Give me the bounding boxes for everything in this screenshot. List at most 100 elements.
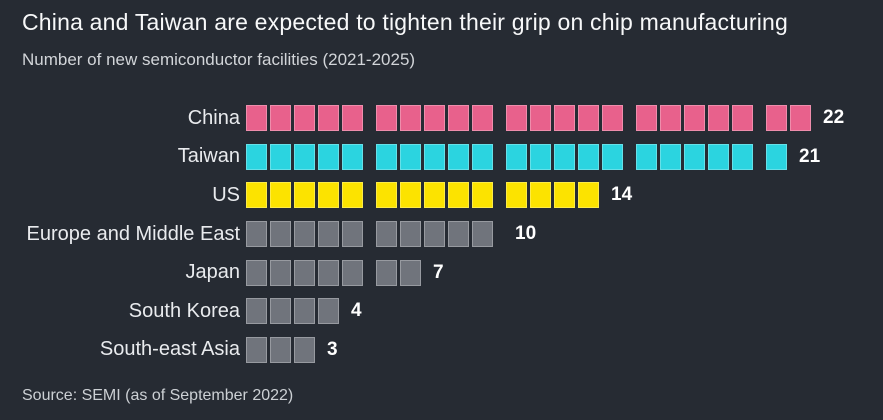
row-value: 21 [799,145,821,167]
unit-square [246,336,267,363]
unit-square [400,143,421,170]
unit-square [472,105,493,132]
unit-square [246,259,267,286]
unit-square [660,143,681,170]
unit-square [376,143,397,170]
unit-square [578,143,599,170]
unit-square [342,259,363,286]
unit-square [246,143,267,170]
unit-square [318,182,339,209]
unit-square [636,143,657,170]
unit-square [270,259,291,286]
unit-square [530,143,551,170]
unit-square [424,105,445,132]
unit-square [246,182,267,209]
unit-square [530,182,551,209]
unit-square [342,143,363,170]
unit-square [506,105,527,132]
unit-square [318,259,339,286]
row-label: Taiwan [177,145,240,168]
unit-square [554,143,575,170]
waffle-chart: China 22 Taiwan 21 US 14 Europe and Middle Eas… [22,99,883,369]
unit-square [376,221,397,248]
unit-square [578,182,599,209]
unit-square [318,143,339,170]
unit-square [766,143,787,170]
unit-square [448,182,469,209]
unit-square [294,221,315,248]
unit-square [270,336,291,363]
unit-square [602,143,623,170]
chart-row: Japan 7 [22,253,883,292]
unit-square [270,298,291,325]
unit-square [342,221,363,248]
unit-square [294,143,315,170]
bar-squares [246,259,424,286]
unit-square [400,105,421,132]
chart-row: South-east Asia 3 [22,331,883,370]
unit-square [684,105,705,132]
unit-square [270,143,291,170]
unit-square [342,182,363,209]
unit-square [342,105,363,132]
unit-square [400,259,421,286]
row-label: US [212,183,240,206]
row-label: China [187,106,240,129]
row-value: 14 [611,184,633,206]
bar-squares [246,105,814,132]
unit-square [424,143,445,170]
unit-square [270,221,291,248]
chart-row: Europe and Middle East 10 [22,215,883,254]
row-value: 22 [823,107,845,129]
unit-square [506,143,527,170]
unit-square [270,105,291,132]
unit-square [448,105,469,132]
row-value: 3 [327,338,338,360]
row-value: 7 [433,261,444,283]
bar-squares [246,336,318,363]
unit-square [602,105,623,132]
unit-square [246,298,267,325]
row-label: Japan [185,261,241,284]
unit-square [376,259,397,286]
row-label: Europe and Middle East [26,222,240,245]
unit-square [790,105,811,132]
unit-square [270,182,291,209]
row-label: South Korea [128,299,240,322]
chart-row: South Korea 4 [22,292,883,331]
unit-square [424,182,445,209]
unit-square [554,182,575,209]
unit-square [318,105,339,132]
chart-row: US 14 [22,176,883,215]
unit-square [294,298,315,325]
unit-square [708,105,729,132]
unit-square [732,143,753,170]
page-title: China and Taiwan are expected to tighten… [22,9,788,35]
unit-square [400,182,421,209]
bar-squares [246,182,602,209]
unit-square [294,336,315,363]
unit-square [400,221,421,248]
chart-subtitle: Number of new semiconductor facilities (… [22,49,416,69]
unit-square [376,182,397,209]
unit-square [294,105,315,132]
unit-square [318,221,339,248]
unit-square [530,105,551,132]
unit-square [636,105,657,132]
unit-square [472,221,493,248]
unit-square [246,221,267,248]
unit-square [766,105,787,132]
unit-square [660,105,681,132]
row-value: 4 [351,300,362,322]
unit-square [448,143,469,170]
chart-row: China 22 [22,99,883,138]
bar-squares [246,298,342,325]
unit-square [246,105,267,132]
unit-square [578,105,599,132]
unit-square [376,105,397,132]
bar-squares [246,143,790,170]
unit-square [554,105,575,132]
unit-square [708,143,729,170]
bar-squares [246,221,506,248]
